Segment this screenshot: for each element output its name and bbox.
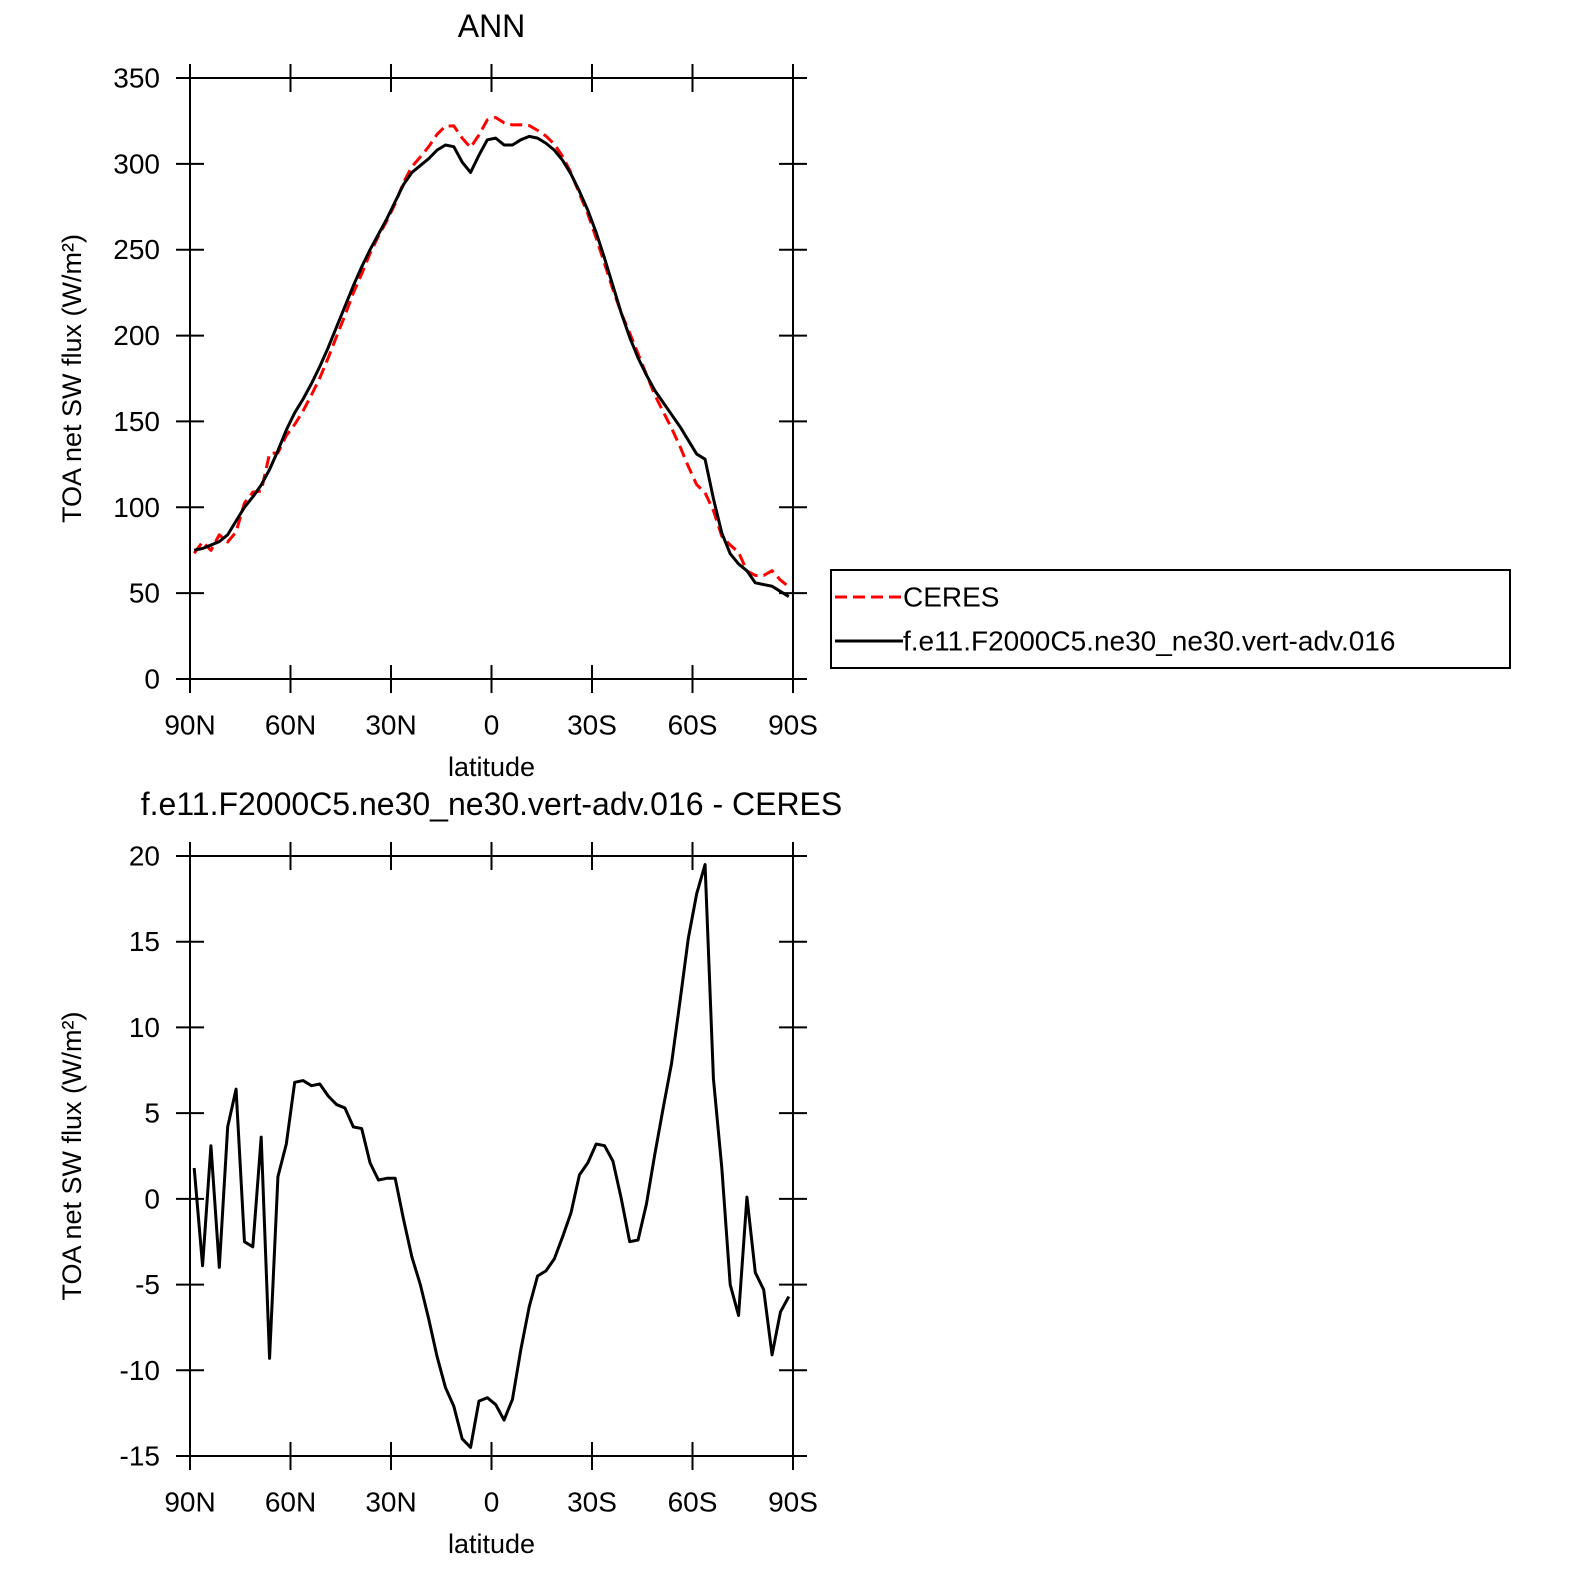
x-tick-label: 30N bbox=[365, 710, 416, 741]
y-tick-label: 200 bbox=[113, 320, 160, 351]
chart-title: ANN bbox=[458, 8, 526, 44]
x-tick-label: 0 bbox=[484, 710, 500, 741]
y-tick-label: -15 bbox=[120, 1441, 160, 1472]
data-line bbox=[192, 115, 790, 588]
plot-frame bbox=[189, 855, 794, 1457]
x-tick-label: 90N bbox=[164, 1487, 215, 1518]
x-tick-label: 30S bbox=[567, 1487, 617, 1518]
data-line bbox=[193, 134, 790, 598]
plot-frame bbox=[189, 77, 794, 680]
x-axis-label: latitude bbox=[448, 1529, 535, 1559]
x-tick-label: 90S bbox=[768, 1487, 818, 1518]
y-tick-label: 100 bbox=[113, 492, 160, 523]
y-tick-label: 15 bbox=[129, 926, 160, 957]
x-tick-label: 60S bbox=[668, 710, 718, 741]
x-tick-label: 30N bbox=[365, 1487, 416, 1518]
x-tick-label: 60N bbox=[265, 710, 316, 741]
y-tick-label: 350 bbox=[113, 63, 160, 94]
legend-label: f.e11.F2000C5.ne30_ne30.vert-adv.016 bbox=[903, 626, 1395, 657]
y-axis-label: TOA net SW flux (W/m²) bbox=[57, 234, 87, 523]
y-tick-label: 0 bbox=[144, 1183, 160, 1214]
y-tick-label: 10 bbox=[129, 1012, 160, 1043]
x-tick-label: 90S bbox=[768, 710, 818, 741]
x-tick-label: 60S bbox=[668, 1487, 718, 1518]
x-tick-label: 30S bbox=[567, 710, 617, 741]
y-tick-label: 50 bbox=[129, 578, 160, 609]
y-tick-label: -5 bbox=[135, 1269, 160, 1300]
y-tick-label: -10 bbox=[120, 1355, 160, 1386]
x-axis-label: latitude bbox=[448, 752, 535, 782]
y-tick-label: 300 bbox=[113, 148, 160, 179]
y-tick-label: 0 bbox=[144, 664, 160, 695]
x-tick-label: 60N bbox=[265, 1487, 316, 1518]
data-line bbox=[192, 863, 791, 1449]
y-tick-label: 250 bbox=[113, 234, 160, 265]
y-tick-label: 5 bbox=[144, 1098, 160, 1129]
x-tick-label: 90N bbox=[164, 710, 215, 741]
legend-label: CERES bbox=[903, 582, 999, 613]
y-axis-label: TOA net SW flux (W/m²) bbox=[57, 1011, 87, 1300]
x-tick-label: 0 bbox=[484, 1487, 500, 1518]
chart-title: f.e11.F2000C5.ne30_ne30.vert-adv.016 - C… bbox=[141, 786, 842, 822]
legend-box bbox=[830, 569, 1511, 669]
y-tick-label: 150 bbox=[113, 406, 160, 437]
y-tick-label: 20 bbox=[129, 841, 160, 872]
